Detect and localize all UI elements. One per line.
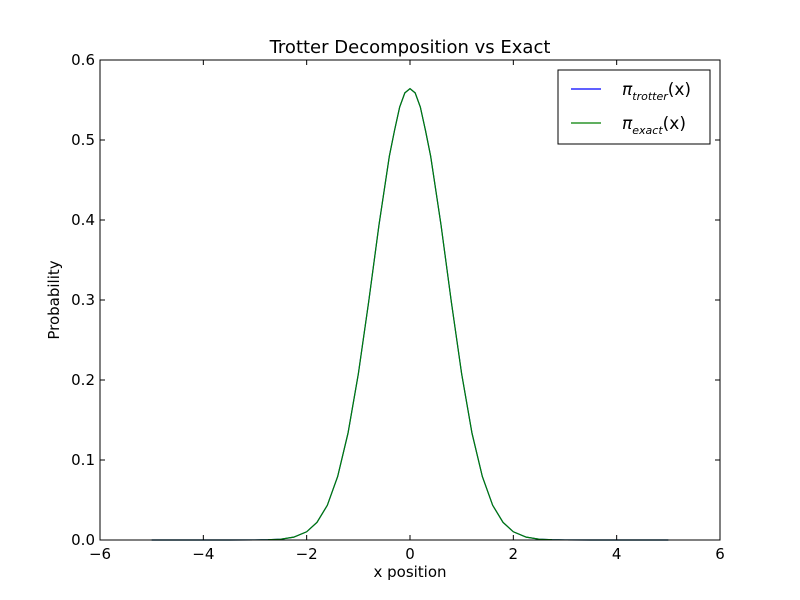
x-tick-label: 2 (509, 545, 519, 563)
legend: πtrotter(x) πexact(x) (557, 69, 711, 145)
legend-suffix-exact: (x) (663, 114, 686, 134)
plot-frame (99, 59, 721, 541)
series-line-exact (151, 87, 669, 541)
plot-lines (151, 87, 669, 541)
legend-subscript-trotter: trotter (632, 90, 669, 103)
y-tick-label: 0.6 (71, 51, 95, 69)
x-tick-label: 6 (715, 545, 725, 563)
legend-symbol-trotter: π (622, 80, 633, 100)
y-tick-label: 0.0 (71, 531, 95, 549)
legend-box (557, 69, 711, 145)
legend-subscript-exact: exact (632, 124, 663, 137)
y-tick-label: 0.5 (71, 131, 95, 149)
y-tick-label: 0.2 (71, 371, 95, 389)
x-tick-label: 4 (612, 545, 622, 563)
x-tick-label: 0 (405, 545, 415, 563)
y-tick-label: 0.1 (71, 451, 95, 469)
legend-suffix-trotter: (x) (668, 80, 691, 100)
legend-symbol-exact: π (622, 114, 633, 134)
legend-entry-trotter: πtrotter(x) (622, 80, 691, 103)
x-tick-label: −6 (89, 545, 111, 563)
x-tick-label: −4 (192, 545, 214, 563)
legend-entry-exact: πexact(x) (622, 114, 686, 137)
x-tick-label: −2 (296, 545, 318, 563)
x-axis-label: x position (373, 563, 446, 581)
y-axis-label: Probability (45, 260, 63, 339)
y-tick-label: 0.4 (71, 211, 95, 229)
y-tick-label: 0.3 (71, 291, 95, 309)
chart-title: Trotter Decomposition vs Exact (269, 37, 551, 58)
tick-labels: −6 −4 −2 0 2 4 6 0.0 0.1 0.2 0.3 0.4 0.5 0.6 (71, 51, 725, 563)
